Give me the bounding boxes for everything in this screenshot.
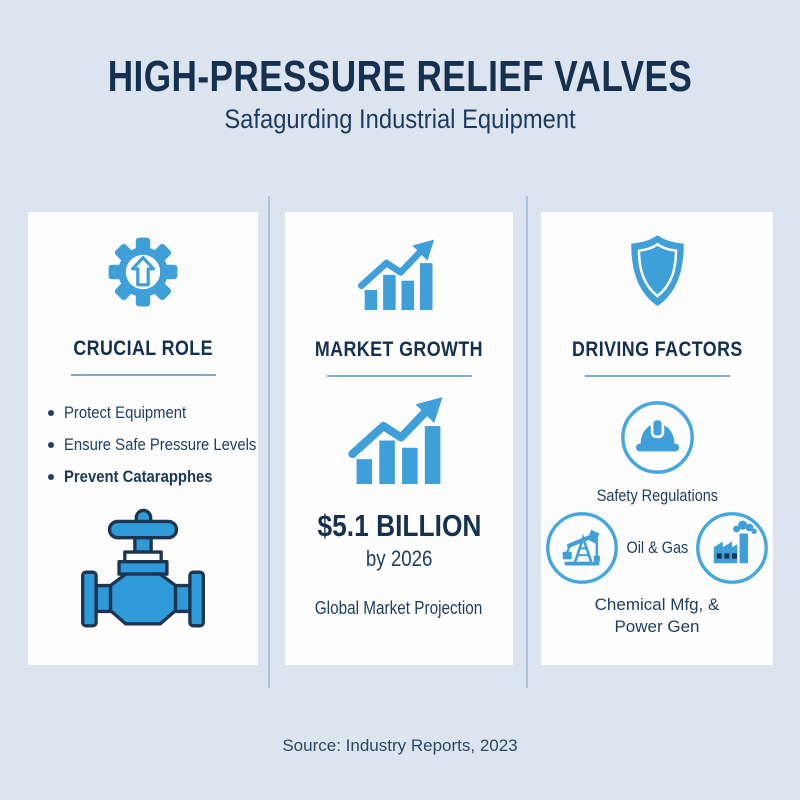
hard-hat-icon: [619, 399, 696, 476]
subtitle-wrap: Safagurding Industrial Equipment: [0, 104, 800, 135]
column-divider: [526, 196, 528, 688]
market-period: by 2026: [360, 546, 438, 572]
bullet-text: Ensure Safe Pressure Levels: [64, 435, 257, 454]
list-item: Ensure Safe Pressure Levels: [48, 429, 258, 461]
list-item: Prevent Catarapphes: [48, 461, 258, 493]
card-heading-driving-factors: DRIVING FACTORS: [557, 338, 758, 362]
shield-icon: [622, 232, 693, 312]
market-value: $5.1 BILLION: [303, 508, 496, 544]
column-divider: [268, 196, 270, 688]
header: HIGH-PRESSURE RELIEF VALVES: [0, 52, 800, 102]
factor-label-text: Safety Regulations: [596, 486, 718, 505]
card-heading-text: CRUCIAL ROLE: [73, 337, 213, 360]
page-title: HIGH-PRESSURE RELIEF VALVES: [107, 52, 693, 101]
market-caption-text: Global Market Projection: [315, 598, 483, 618]
card-market-growth: MARKET GROWTH $5.1 BILLION by 2026 Globa…: [285, 212, 513, 665]
heading-underline: [326, 375, 472, 377]
growth-bar-chart-icon: [347, 395, 451, 484]
bullet-dot: [48, 474, 54, 480]
bullet-dot: [48, 410, 54, 416]
card-heading-text: MARKET GROWTH: [314, 338, 484, 361]
list-item: Protect Equipment: [48, 397, 258, 429]
card-crucial-role: CRUCIAL ROLE Protect Equipment Ensure Sa…: [28, 212, 258, 665]
growth-bar-chart-icon: [357, 238, 441, 310]
factor-label-safety: Safety Regulations: [586, 486, 729, 506]
factor-label-text: Oil & Gas: [626, 538, 688, 557]
page-subtitle: Safagurding Industrial Equipment: [224, 104, 576, 134]
relief-valve-icon: [76, 505, 210, 647]
source-text: Source: Industry Reports, 2023: [282, 736, 518, 755]
bullet-text: Prevent Catarapphes: [64, 467, 213, 486]
oil-pump-jack-icon: [544, 510, 620, 586]
factory-icon: [694, 510, 770, 586]
card-heading-text: DRIVING FACTORS: [571, 338, 743, 361]
card-heading-market-growth: MARKET GROWTH: [300, 338, 498, 362]
gear-up-arrow-icon: [103, 232, 183, 312]
factor-label-oil-gas: Oil & Gas: [621, 538, 694, 558]
footer: Source: Industry Reports, 2023: [0, 736, 800, 756]
heading-underline: [70, 374, 216, 376]
factor-label-chemical-power: Chemical Mfg, & Power Gen: [594, 595, 720, 636]
bullet-dot: [48, 442, 54, 448]
card-heading-crucial-role: CRUCIAL ROLE: [61, 337, 225, 361]
market-value-text: $5.1 BILLION: [317, 508, 481, 543]
card-driving-factors: DRIVING FACTORS Safety Regulations: [541, 212, 773, 665]
market-caption: Global Market Projection: [300, 598, 497, 619]
bullet-text: Protect Equipment: [64, 403, 187, 422]
factors-row: Oil & Gas: [541, 510, 773, 586]
market-period-text: by 2026: [365, 546, 433, 571]
heading-underline: [584, 375, 730, 377]
crucial-role-bullets: Protect Equipment Ensure Safe Pressure L…: [28, 397, 258, 493]
